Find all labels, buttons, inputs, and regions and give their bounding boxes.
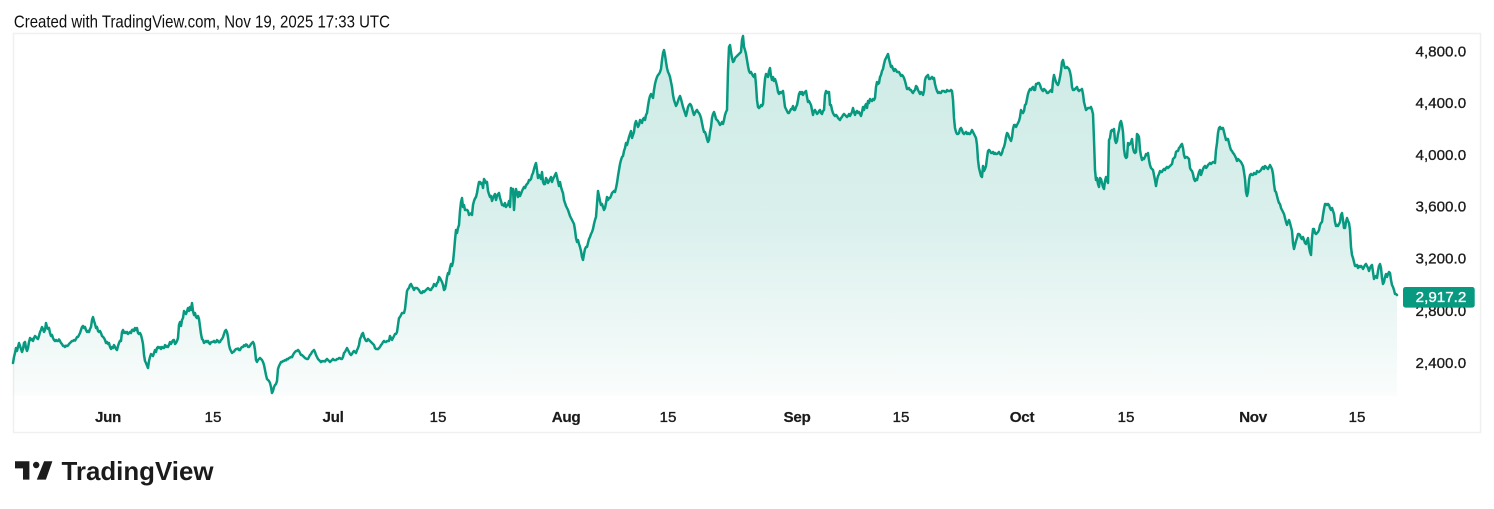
svg-text:15: 15 xyxy=(893,409,910,426)
svg-text:15: 15 xyxy=(660,409,677,426)
svg-text:2,400.0: 2,400.0 xyxy=(1416,355,1467,372)
svg-text:3,600.0: 3,600.0 xyxy=(1416,199,1467,216)
svg-text:TradingView: TradingView xyxy=(62,456,215,486)
svg-text:15: 15 xyxy=(430,409,447,426)
svg-text:Created with TradingView.com,: Created with TradingView.com, Nov 19, 20… xyxy=(14,12,390,32)
svg-text:2,917.2: 2,917.2 xyxy=(1416,289,1467,306)
svg-text:Aug: Aug xyxy=(552,409,581,426)
svg-text:15: 15 xyxy=(1349,409,1366,426)
svg-text:Jun: Jun xyxy=(95,409,121,426)
svg-text:4,400.0: 4,400.0 xyxy=(1416,95,1467,112)
svg-text:15: 15 xyxy=(1118,409,1135,426)
svg-text:4,000.0: 4,000.0 xyxy=(1416,147,1467,164)
svg-text:Nov: Nov xyxy=(1239,409,1268,426)
svg-text:15: 15 xyxy=(205,409,222,426)
svg-text:Oct: Oct xyxy=(1010,409,1035,426)
svg-text:4,800.0: 4,800.0 xyxy=(1416,44,1467,61)
svg-text:Sep: Sep xyxy=(784,409,811,426)
svg-text:3,200.0: 3,200.0 xyxy=(1416,251,1467,268)
svg-text:Jul: Jul xyxy=(322,409,343,426)
